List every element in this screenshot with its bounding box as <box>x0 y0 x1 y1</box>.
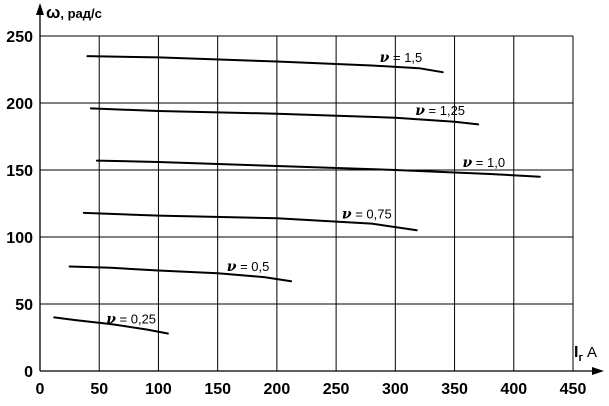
series-line <box>86 55 444 74</box>
y-tick-label: 250 <box>6 29 33 46</box>
tick-labels: 0 50 100 150 200 250 300 350 400 450 0 50 100 150 200 2… <box>6 29 586 398</box>
y-tick-label: 50 <box>15 297 33 314</box>
x-tick-label: 450 <box>560 381 587 398</box>
series-label: ν = 0,25 <box>106 311 156 327</box>
y-tick-label: 150 <box>6 163 33 180</box>
y-axis-arrow <box>36 3 44 15</box>
x-tick-label: 300 <box>382 381 409 398</box>
series-line <box>89 107 480 126</box>
series-line <box>68 265 293 283</box>
x-tick-label: 350 <box>441 381 468 398</box>
x-tick-label: 50 <box>90 381 108 398</box>
series-label: ν = 1,0 <box>462 155 505 171</box>
series-label: ν = 0,75 <box>342 207 392 223</box>
curve-labels: ν = 0,25 ν = 0,5 ν = 0,75 ν = 1,0 ν = 1,25 ν … <box>106 50 505 327</box>
series-line <box>82 211 418 232</box>
x-tick-label: 0 <box>36 381 45 398</box>
x-tick-label: 250 <box>323 381 350 398</box>
series-label: ν = 0,5 <box>227 259 270 275</box>
series-line <box>53 316 169 335</box>
curves <box>53 55 541 335</box>
series-line <box>95 159 541 178</box>
y-tick-label: 100 <box>6 230 33 247</box>
x-axis-label: Iг A <box>574 344 597 364</box>
x-tick-label: 100 <box>145 381 172 398</box>
y-axis-label: ω, рад/с <box>46 3 102 22</box>
y-tick-label: 0 <box>24 364 33 381</box>
axes <box>36 3 604 375</box>
series-label: ν = 1,25 <box>415 103 465 119</box>
series-label: ν = 1,5 <box>380 50 423 66</box>
x-axis-arrow <box>592 367 604 375</box>
x-tick-label: 150 <box>204 381 231 398</box>
x-tick-label: 400 <box>500 381 527 398</box>
x-tick-label: 200 <box>264 381 291 398</box>
grid <box>40 35 574 371</box>
y-tick-label: 200 <box>6 96 33 113</box>
